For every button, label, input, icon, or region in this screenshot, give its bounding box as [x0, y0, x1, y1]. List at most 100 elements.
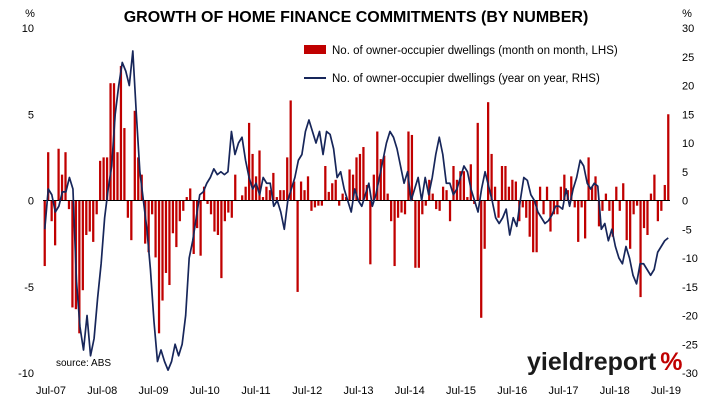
x-tick-label: Jul-09: [139, 385, 169, 397]
bar-mark: [282, 190, 285, 201]
bar-mark: [611, 200, 614, 237]
bar-mark: [615, 186, 618, 201]
bar-mark: [275, 197, 278, 201]
x-tick-label: Jul-19: [651, 385, 681, 397]
bar-mark: [310, 200, 313, 211]
y-right-tick-label: 0: [682, 196, 688, 208]
bar-mark: [293, 181, 296, 201]
bar-series: [43, 65, 670, 334]
y-right-tick-label: -20: [682, 311, 698, 323]
bar-mark: [417, 200, 420, 268]
x-tick-label: Jul-08: [87, 385, 117, 397]
x-tick-label: Jul-07: [36, 385, 66, 397]
y-left-unit: %: [25, 8, 35, 20]
bar-mark: [358, 153, 362, 201]
bar-mark: [532, 200, 535, 253]
bar-mark: [570, 176, 573, 201]
bar-mark: [590, 186, 594, 201]
bar-mark: [431, 193, 434, 201]
bar-mark: [403, 200, 407, 215]
bar-mark: [542, 200, 545, 215]
y-left-tick-label: 0: [28, 196, 34, 208]
bar-mark: [241, 195, 244, 201]
bar-mark: [435, 200, 438, 210]
x-tick-labels: Jul-07 Jul-08 Jul-09 Jul-10 Jul-11 Jul-12 Jul-…: [36, 385, 681, 397]
bar-mark: [594, 176, 597, 201]
bar-mark: [116, 152, 119, 201]
bar-mark: [372, 174, 375, 201]
bar-mark: [123, 128, 126, 201]
bar-mark: [476, 122, 479, 201]
y-left-tick-label: 10: [22, 23, 34, 35]
y-right-tick-label: 30: [682, 23, 694, 35]
bar-mark: [189, 188, 192, 201]
bar-mark: [327, 191, 330, 201]
bar-mark: [667, 114, 670, 201]
bar-mark: [635, 200, 639, 206]
chart-title: GROWTH OF HOME FINANCE COMMITMENTS (BY N…: [124, 9, 589, 26]
bar-mark: [234, 174, 237, 201]
bar-mark: [653, 174, 656, 201]
bar-mark: [331, 183, 334, 201]
bar-mark: [317, 200, 320, 206]
bar-mark: [119, 65, 123, 201]
y-right-tick-label: -10: [682, 253, 698, 265]
x-tick-label: Jul-15: [446, 385, 476, 397]
bar-mark: [213, 200, 216, 232]
y-right-tick-label: 15: [682, 109, 694, 121]
bar-mark: [386, 193, 389, 201]
bar-mark: [629, 200, 632, 249]
bar-mark: [490, 153, 493, 201]
bar-mark: [279, 190, 282, 201]
bar-mark: [227, 200, 230, 213]
bar-mark: [178, 200, 181, 222]
bar-mark: [656, 200, 659, 222]
bar-mark: [43, 200, 46, 267]
y-right-tick-label: 10: [682, 138, 694, 150]
bar-mark: [369, 200, 372, 265]
bar-mark: [265, 186, 268, 201]
bar-mark: [254, 176, 258, 201]
bar-mark: [646, 200, 649, 235]
bar-mark: [545, 186, 549, 201]
bar-mark: [92, 200, 95, 242]
bar-mark: [50, 200, 53, 222]
bar-mark: [365, 184, 369, 201]
bar-mark: [192, 200, 195, 254]
y-left-tick-label: 5: [28, 109, 34, 121]
y-left-tick-label: -10: [18, 368, 34, 380]
y-right-tick-label: 5: [682, 167, 688, 179]
y-left-tick-label: -5: [24, 282, 34, 294]
bar-mark: [441, 186, 445, 201]
bar-mark: [67, 200, 71, 210]
bar-mark: [306, 176, 310, 201]
y-right-tick-label: -15: [682, 282, 698, 294]
y-right-unit: %: [682, 8, 692, 20]
x-tick-label: Jul-16: [497, 385, 527, 397]
bar-mark: [133, 110, 136, 201]
bar-mark: [154, 200, 157, 258]
bar-mark: [511, 179, 514, 201]
bar-mark: [81, 200, 84, 291]
bar-mark: [469, 164, 472, 201]
bar-mark: [99, 160, 102, 201]
bar-mark: [57, 148, 60, 201]
bar-mark: [445, 190, 448, 201]
bar-mark: [168, 200, 171, 286]
bar-mark: [642, 200, 646, 229]
bar-mark: [556, 200, 559, 215]
bar-mark: [393, 200, 396, 267]
bar-mark: [660, 200, 663, 211]
bar-mark: [559, 186, 563, 201]
bar-mark: [109, 83, 112, 201]
bar-mark: [230, 200, 233, 218]
bar-mark: [604, 193, 608, 201]
bar-mark: [105, 157, 109, 201]
y-right-tick-label: -25: [682, 339, 698, 351]
bar-mark: [390, 200, 393, 222]
x-tick-label: Jul-18: [600, 385, 630, 397]
bar-mark: [410, 134, 414, 201]
bar-mark: [334, 179, 337, 201]
bar-mark: [497, 200, 500, 218]
